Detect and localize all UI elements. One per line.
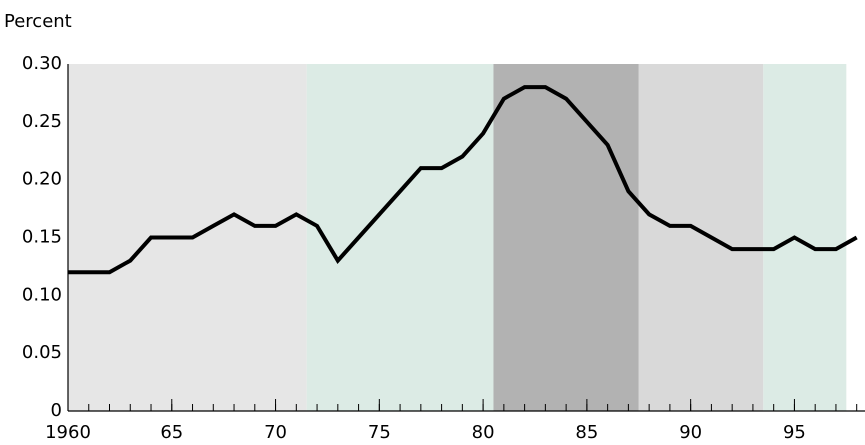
y-tick-label: 0.10 [22, 284, 62, 305]
y-tick-label: 0 [51, 400, 62, 421]
y-tick-label: 0.25 [22, 111, 62, 132]
x-tick-label: 75 [368, 422, 391, 443]
y-tick-label: 0.15 [22, 227, 62, 248]
y-tick-label: 0.30 [22, 53, 62, 74]
y-axis-label: Percent [4, 11, 72, 32]
data-line [68, 85, 858, 275]
period-band [763, 64, 847, 411]
y-tick-label: 0.20 [22, 169, 62, 190]
x-tick-label: 90 [679, 422, 702, 443]
y-tick-label: 0.05 [22, 342, 62, 363]
period-band [306, 64, 494, 411]
period-band [493, 64, 639, 411]
x-tick-label: 1960 [45, 422, 91, 443]
period-band [638, 64, 764, 411]
x-tick-label: 80 [472, 422, 495, 443]
x-tick-label: 70 [264, 422, 287, 443]
x-tick-label: 95 [783, 422, 806, 443]
x-tick-label: 65 [160, 422, 183, 443]
x-tick-label: 85 [575, 422, 598, 443]
